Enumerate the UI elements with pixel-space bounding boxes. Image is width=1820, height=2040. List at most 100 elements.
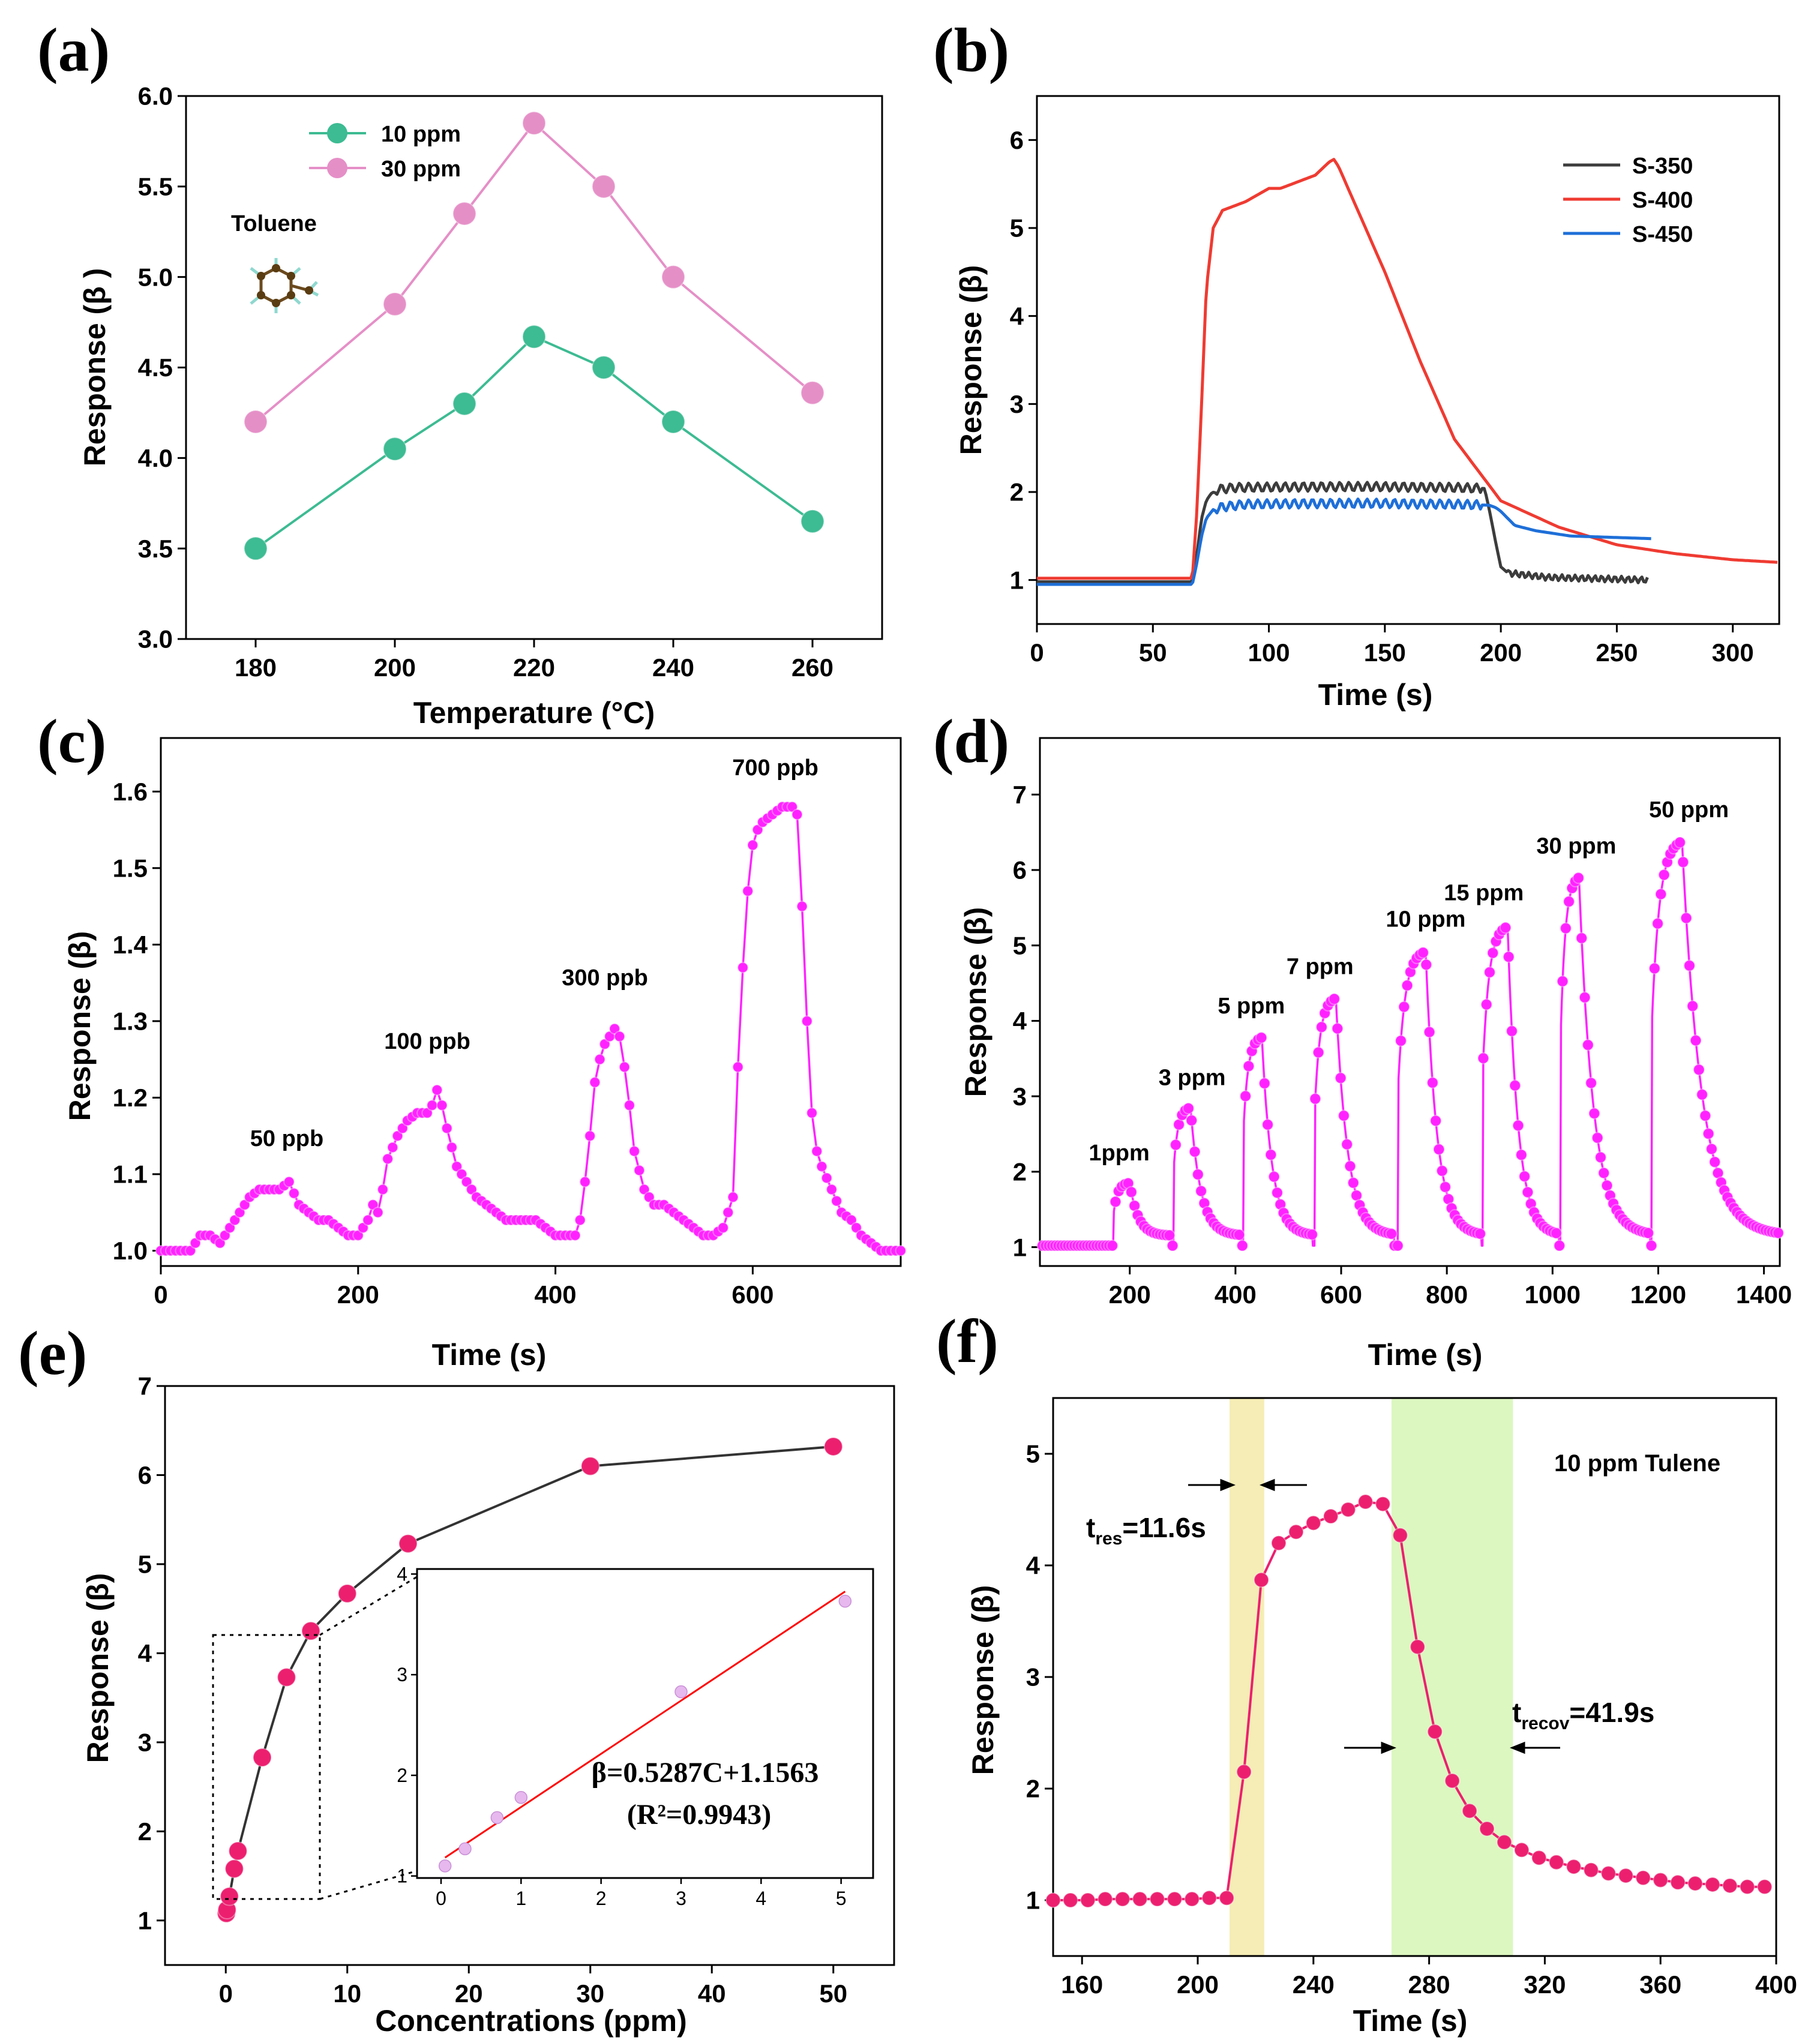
x-tick-label: 200 — [337, 1280, 379, 1309]
data-point — [1653, 1872, 1669, 1888]
data-point — [1328, 992, 1341, 1005]
x-tick-label: 200 — [1109, 1280, 1151, 1309]
data-point — [1566, 1859, 1582, 1875]
data-point — [1195, 1185, 1207, 1198]
y-tick-label: 3 — [1013, 1082, 1027, 1111]
data-point — [1045, 1892, 1061, 1908]
data-point — [446, 1141, 458, 1153]
x-tick-label: 280 — [1408, 1970, 1450, 1999]
panel-c: 1.0 1.1 1.2 1.3 1.4 1.5 1.6 0 200 400 600 Time (s… — [63, 737, 907, 1372]
y-tick-label: 2 — [1010, 478, 1024, 506]
y-ticks-b: 1 2 3 4 5 6 — [1010, 126, 1037, 594]
x-axis-label-f: Time (s) — [1353, 2004, 1468, 2038]
data-point — [633, 1165, 645, 1177]
series-group-c — [155, 801, 907, 1256]
x-tick-label: 400 — [535, 1280, 577, 1309]
data-point — [850, 1222, 862, 1234]
data-point — [826, 1183, 838, 1195]
series-group-d — [1036, 836, 1785, 1252]
data-point — [1499, 922, 1512, 934]
data-point — [1149, 1891, 1165, 1907]
data-point — [821, 1172, 833, 1184]
time-bands — [1230, 1398, 1513, 1956]
data-point — [1185, 1114, 1198, 1127]
x-axis-label-e: Concentrations (ppm) — [375, 2004, 686, 2038]
x-tick-label: 600 — [1320, 1280, 1362, 1309]
data-point — [579, 1176, 591, 1188]
y-tick-label: 1 — [138, 1906, 152, 1934]
data-point — [1305, 1515, 1321, 1531]
y-tick-label: 1.2 — [113, 1084, 148, 1112]
legend-marker-30ppm — [327, 158, 347, 178]
data-point — [1674, 836, 1686, 849]
data-point — [392, 1130, 404, 1142]
x-tick-label: 260 — [791, 653, 833, 682]
data-point — [190, 1237, 202, 1249]
data-point — [1462, 1803, 1478, 1819]
x-tick-label: 100 — [1248, 638, 1290, 667]
data-point — [737, 962, 749, 974]
t-recov-label: trecov=41.9s — [1512, 1697, 1654, 1733]
x-tick-label: 200 — [1177, 1970, 1219, 1999]
x-axis-label-a: Temperature (°C) — [413, 696, 655, 730]
data-point — [1392, 1240, 1404, 1252]
panel-label-c: (c) — [37, 707, 106, 776]
x-tick-label: 20 — [455, 1979, 483, 2008]
data-point — [234, 1207, 246, 1219]
inset-data-point — [438, 1859, 452, 1873]
data-point — [1512, 1119, 1525, 1132]
data-point — [1426, 1076, 1439, 1089]
y-tick-label: 5.5 — [138, 173, 173, 201]
data-point — [1436, 1165, 1449, 1177]
y-tick-label: 6 — [1013, 856, 1027, 884]
data-point — [421, 1107, 433, 1119]
response-time-band — [1230, 1398, 1264, 1956]
data-point — [727, 1191, 739, 1203]
t-res-label: tres=11.6s — [1086, 1512, 1206, 1549]
series-line-S-400 — [1037, 158, 1778, 580]
data-point — [1392, 1527, 1408, 1543]
x-tick-label: 200 — [1480, 638, 1522, 667]
series-line-response — [161, 806, 901, 1252]
data-point — [382, 1153, 394, 1165]
data-point — [239, 1199, 251, 1211]
data-point — [1521, 1186, 1534, 1199]
y-ticks-a: 3.0 3.5 4.0 4.5 5.0 5.5 6.0 — [138, 82, 186, 653]
data-point — [1722, 1877, 1738, 1894]
y-tick-label: 5 — [1026, 1440, 1040, 1468]
data-point — [441, 1122, 453, 1134]
data-point — [1618, 1868, 1634, 1884]
data-point — [253, 1748, 272, 1768]
panel-label-e: (e) — [18, 1319, 87, 1388]
data-point — [746, 839, 758, 851]
data-point — [244, 536, 268, 561]
legend-label-s350: S-350 — [1632, 154, 1693, 179]
data-point — [1109, 1195, 1122, 1208]
data-point — [1306, 1228, 1318, 1241]
data-point — [219, 1229, 231, 1241]
inset-x-tick-label: 1 — [515, 1888, 526, 1909]
data-point — [830, 1195, 842, 1207]
concentration-annotation: 1ppm — [1089, 1141, 1149, 1166]
data-point — [372, 1207, 384, 1219]
data-point — [1347, 1177, 1360, 1189]
series-group-e — [217, 1436, 843, 1923]
data-point — [1401, 979, 1414, 992]
data-point — [1642, 1227, 1654, 1240]
data-point — [1677, 856, 1689, 868]
annotation-50ppb: 50 ppb — [250, 1126, 323, 1151]
data-point — [1687, 1876, 1704, 1892]
data-point — [643, 1191, 655, 1203]
data-point — [452, 202, 476, 226]
data-point — [466, 1183, 478, 1195]
data-point — [592, 174, 616, 199]
data-point — [661, 410, 685, 434]
x-tick-label: 400 — [1215, 1280, 1257, 1309]
inset-plot: 1 2 3 4 0 1 2 3 4 5 — [397, 1563, 852, 1909]
x-tick-label: 1400 — [1736, 1280, 1792, 1309]
data-point — [1288, 1524, 1304, 1540]
inset-y-tick-label: 1 — [397, 1865, 407, 1887]
data-point — [1236, 1240, 1249, 1252]
annotation-300ppb: 300 ppb — [562, 965, 648, 991]
